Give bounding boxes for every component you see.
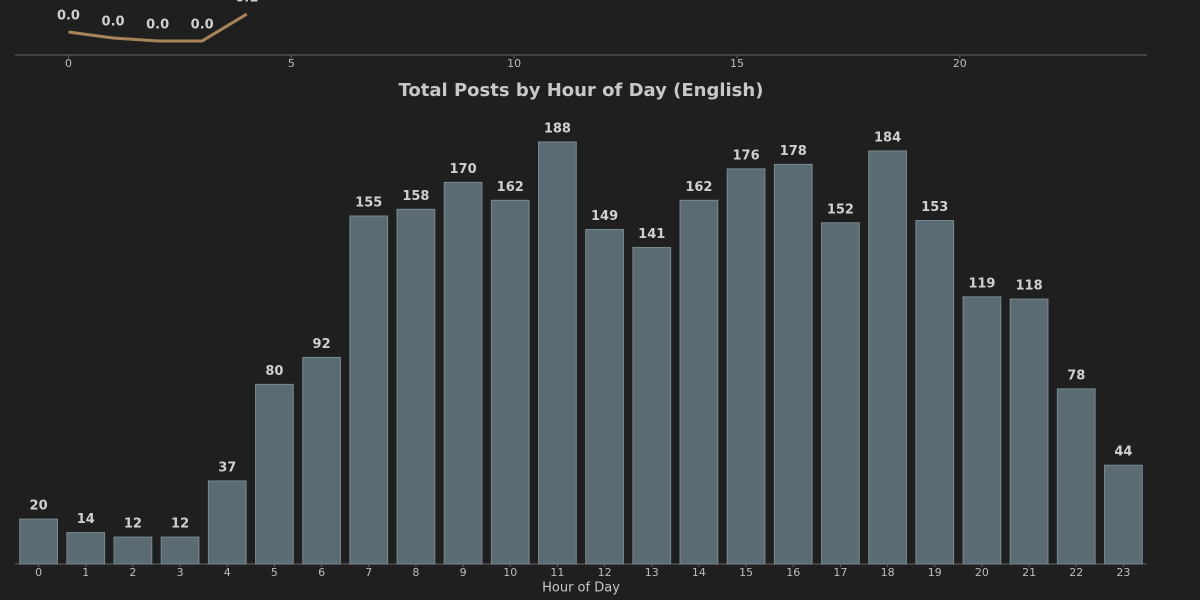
x-tick-label: 10 <box>503 566 517 579</box>
data-label: 152 <box>827 202 854 217</box>
bar <box>255 383 294 565</box>
bar <box>632 246 672 565</box>
data-label: 141 <box>638 227 665 242</box>
x-tick-label: 4 <box>224 566 231 579</box>
x-tick-label: 7 <box>365 566 372 579</box>
data-label: 12 <box>171 517 189 532</box>
data-label: 170 <box>450 162 477 177</box>
x-tick-label: 9 <box>460 566 467 579</box>
data-label: 119 <box>968 276 995 291</box>
data-label: 37 <box>218 460 236 475</box>
data-label: 0.0 <box>57 8 80 23</box>
x-tick-label: 17 <box>833 566 847 579</box>
bar <box>349 215 389 565</box>
x-tick-label: 5 <box>271 566 278 579</box>
x-tick-label: 1 <box>82 566 89 579</box>
bar <box>726 168 766 565</box>
x-tick-label: 21 <box>1022 566 1036 579</box>
bar <box>113 536 153 565</box>
x-tick-label: 19 <box>928 566 942 579</box>
bar <box>679 199 719 565</box>
bar <box>490 199 530 565</box>
bar <box>868 150 907 565</box>
data-label: 0.0 <box>102 14 125 29</box>
data-label: 14 <box>77 512 95 527</box>
x-tick-label: 20 <box>975 566 989 579</box>
data-label: 176 <box>733 148 760 163</box>
data-label: 188 <box>544 121 571 136</box>
data-label: 92 <box>313 337 331 352</box>
x-tick-label: 12 <box>598 566 612 579</box>
data-label: 158 <box>402 189 429 204</box>
bar <box>915 220 955 565</box>
data-label: 162 <box>685 180 712 195</box>
line <box>68 12 248 43</box>
x-tick-label: 11 <box>550 566 564 579</box>
bar <box>160 536 200 565</box>
x-tick-label: 8 <box>412 566 419 579</box>
data-label: 0.1 <box>235 0 258 6</box>
x-axis-label: Hour of Day <box>542 581 620 596</box>
data-label: 80 <box>265 364 283 379</box>
x-tick-label: 10 <box>507 57 521 70</box>
bar <box>396 208 436 565</box>
x-tick-label: 6 <box>318 566 325 579</box>
data-label: 12 <box>124 517 142 532</box>
data-label: 153 <box>921 200 948 215</box>
data-label: 149 <box>591 209 618 224</box>
x-tick-label: 13 <box>645 566 659 579</box>
data-label: 118 <box>1016 279 1043 294</box>
x-tick-label: 15 <box>730 57 744 70</box>
bar <box>1056 388 1096 565</box>
bar <box>538 141 577 565</box>
bar <box>19 518 58 565</box>
data-label: 44 <box>1114 445 1132 460</box>
x-tick-label: 14 <box>692 566 706 579</box>
data-label: 178 <box>780 144 807 159</box>
data-label: 162 <box>497 180 524 195</box>
bar <box>1104 464 1143 565</box>
bar <box>207 480 247 565</box>
bar <box>821 222 860 565</box>
x-tick-label: 22 <box>1069 566 1083 579</box>
data-label: 155 <box>355 196 382 211</box>
x-tick-label: 5 <box>288 57 295 70</box>
x-tick-label: 18 <box>881 566 895 579</box>
bar <box>66 532 106 565</box>
bar <box>962 296 1002 565</box>
data-label: 0.0 <box>191 17 214 32</box>
x-tick-label: 0 <box>65 57 72 70</box>
bar <box>773 163 813 565</box>
bar <box>302 356 341 565</box>
x-tick-label: 20 <box>953 57 967 70</box>
x-tick-label: 0 <box>35 566 42 579</box>
x-tick-label: 16 <box>786 566 800 579</box>
x-tick-label: 15 <box>739 566 753 579</box>
bar <box>443 181 483 565</box>
data-label: 78 <box>1067 368 1085 383</box>
data-label: 184 <box>874 130 901 145</box>
bar <box>1009 298 1049 565</box>
x-tick-label: 2 <box>129 566 136 579</box>
x-tick-label: 3 <box>177 566 184 579</box>
data-label: 0.0 <box>146 17 169 32</box>
chart-title: Total Posts by Hour of Day (English) <box>399 80 764 101</box>
bar <box>585 228 624 565</box>
data-label: 20 <box>30 499 48 514</box>
x-tick-label: 23 <box>1116 566 1130 579</box>
